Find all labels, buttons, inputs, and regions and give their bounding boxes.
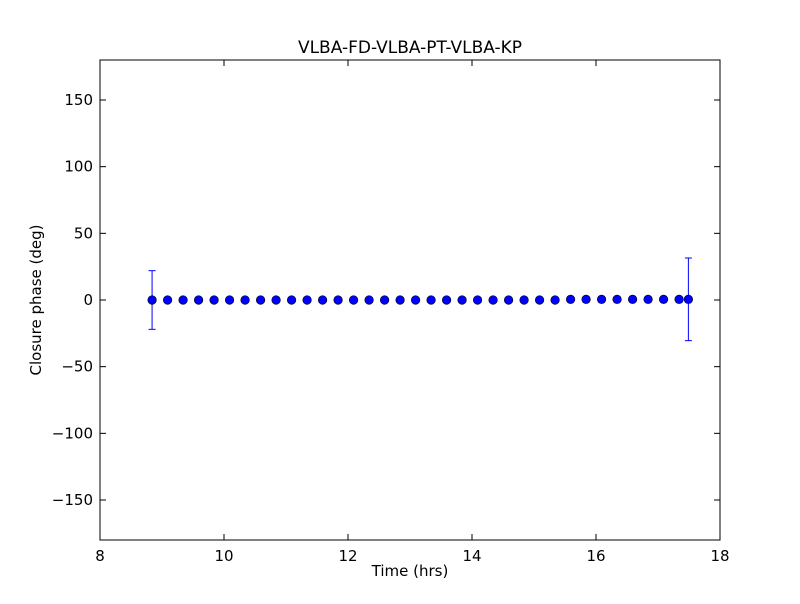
data-point <box>178 295 188 305</box>
data-point <box>457 295 467 305</box>
data-point <box>503 295 514 305</box>
data-point <box>581 294 591 304</box>
data-markers <box>147 294 693 305</box>
x-tick-label: 8 <box>95 547 105 565</box>
data-point <box>627 294 638 304</box>
data-point <box>317 295 328 305</box>
axis-ticks: 8 10 12 14 16 18 −150 −100 −50 0 50 100 150 <box>52 60 730 565</box>
data-point <box>596 294 607 304</box>
y-tick-label: 100 <box>64 158 93 176</box>
data-point <box>534 295 545 305</box>
data-point <box>550 295 560 305</box>
x-tick-label: 10 <box>214 547 233 565</box>
chart-title: VLBA-FD-VLBA-PT-VLBA-KP <box>298 38 522 58</box>
data-point <box>395 295 405 305</box>
data-point <box>286 295 297 305</box>
y-tick-label: −50 <box>61 358 93 376</box>
data-point <box>612 294 622 304</box>
data-point <box>565 294 576 304</box>
plot-frame <box>99 59 721 541</box>
y-tick-label: 150 <box>64 91 93 109</box>
data-point <box>333 295 343 305</box>
data-point <box>240 295 250 305</box>
data-point <box>147 295 157 305</box>
data-point <box>364 295 374 305</box>
data-point <box>193 295 204 305</box>
x-tick-label: 16 <box>586 547 605 565</box>
data-point <box>224 295 235 305</box>
data-point <box>348 295 359 305</box>
data-point <box>472 295 483 305</box>
y-tick-label: 50 <box>74 224 93 242</box>
data-point <box>683 294 693 304</box>
data-point <box>271 295 281 305</box>
data-point <box>255 295 266 305</box>
data-point <box>441 295 452 305</box>
y-axis-label: Closure phase (deg) <box>27 225 45 376</box>
y-tick-label: −100 <box>52 424 93 442</box>
x-tick-label: 18 <box>710 547 729 565</box>
data-point <box>674 294 684 304</box>
data-point <box>519 295 529 305</box>
data-point <box>426 295 436 305</box>
data-point <box>643 294 653 304</box>
data-point <box>410 295 421 305</box>
data-point <box>658 294 669 304</box>
x-tick-label: 14 <box>462 547 481 565</box>
x-axis-label: Time (hrs) <box>371 562 449 580</box>
data-point <box>209 295 219 305</box>
y-tick-label: −150 <box>52 491 93 509</box>
data-point <box>162 295 173 305</box>
data-point <box>379 295 390 305</box>
y-tick-label: 0 <box>83 291 93 309</box>
data-point <box>488 295 498 305</box>
data-point <box>302 295 312 305</box>
x-tick-label: 12 <box>338 547 357 565</box>
